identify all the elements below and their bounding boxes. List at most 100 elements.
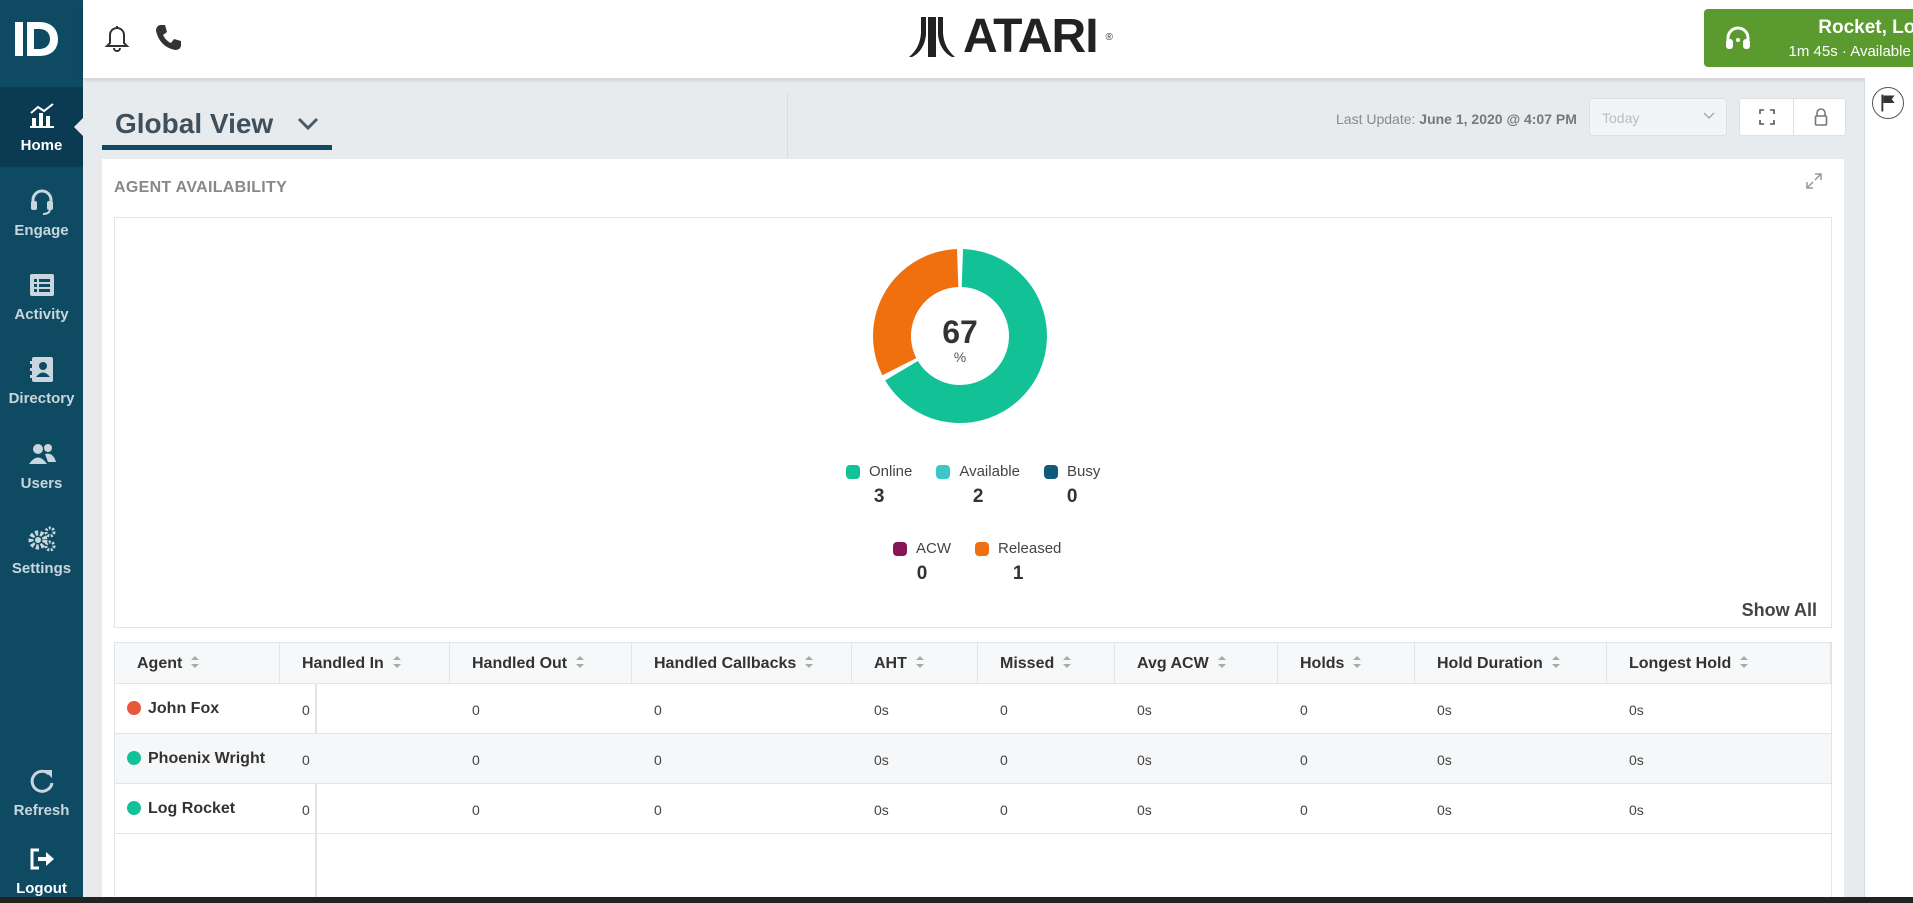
sort-icon	[392, 656, 401, 668]
sidebar-item-users[interactable]: Users	[0, 425, 83, 505]
column-header-label: Avg ACW	[1137, 655, 1209, 672]
users-icon	[28, 444, 56, 464]
table-cell: 0	[302, 702, 310, 718]
table-row[interactable]: Phoenix Wright 0 0 0 0s 0 0s 0 0s 0s	[115, 734, 1831, 784]
column-header[interactable]: Avg ACW	[1115, 643, 1278, 684]
expand-icon[interactable]	[1804, 171, 1824, 191]
last-update: Last Update: June 1, 2020 @ 4:07 PM	[1336, 111, 1577, 127]
legend-value: 0	[916, 563, 928, 584]
column-header[interactable]: Handled In	[280, 643, 450, 684]
panel-title: AGENT AVAILABILITY	[114, 179, 288, 196]
agent-name: Phoenix Wright	[148, 750, 266, 767]
agent-name: John Fox	[148, 700, 220, 717]
contact-card-icon	[29, 357, 53, 382]
column-header[interactable]: Longest Hold	[1607, 643, 1831, 684]
legend-label: Busy	[1066, 463, 1101, 480]
sidebar-item-activity[interactable]: Activity	[0, 256, 83, 336]
sidebar-item-label: Activity	[14, 306, 69, 323]
bell-icon[interactable]	[100, 20, 134, 54]
donut-slice-released	[872, 249, 1047, 424]
legend-item-released: Released 1	[975, 540, 1061, 585]
agent-stats-table: Agent Handled In Handled Out Handled Callba…	[114, 642, 1832, 903]
table-cell: 0	[1000, 802, 1008, 818]
column-header-label: Handled Out	[472, 655, 568, 672]
agent-name: Rocket, Log	[1818, 17, 1913, 38]
table-cell: 0s	[1437, 752, 1452, 768]
legend-row-1: Online 3 Available 2 Busy 0	[846, 463, 1124, 508]
availability-donut-chart: 67 %	[872, 249, 1047, 424]
legend-row-2: ACW 0 Released 1	[893, 540, 1085, 585]
sidebar-item-logout[interactable]: Logout	[0, 830, 83, 903]
sidebar-item-label: Refresh	[13, 802, 70, 819]
table-row[interactable]: John Fox 0 0 0 0s 0 0s 0 0s 0s	[115, 684, 1831, 734]
page-title: Global View	[115, 108, 274, 139]
column-header[interactable]: AHT	[852, 643, 978, 684]
agent-status-text: 1m 45s · Available	[1788, 43, 1911, 60]
table-cell: 0	[472, 752, 480, 768]
sidebar-item-label: Logout	[16, 880, 67, 897]
column-header[interactable]: Handled Out	[450, 643, 632, 684]
column-header[interactable]: Holds	[1278, 643, 1415, 684]
period-select[interactable]: Today	[1589, 98, 1727, 136]
fullscreen-button[interactable]	[1740, 99, 1793, 135]
chart-icon	[29, 103, 54, 128]
sort-icon	[1353, 656, 1362, 668]
legend-swatch	[1043, 464, 1058, 479]
refresh-icon	[30, 769, 53, 793]
agent-availability-panel: AGENT AVAILABILITY 67 % Online 3 Availab…	[102, 159, 1844, 903]
app-logo-icon[interactable]	[14, 18, 60, 60]
table-cell: 0s	[1437, 802, 1452, 818]
sort-icon	[191, 656, 200, 668]
legend-swatch	[936, 464, 951, 479]
agent-cell: Phoenix Wright	[115, 734, 280, 784]
sidebar-item-engage[interactable]: Engage	[0, 172, 83, 252]
sidebar-item-home[interactable]: Home	[0, 87, 84, 167]
sidebar-item-refresh[interactable]: Refresh	[0, 752, 83, 832]
column-header[interactable]: Missed	[978, 643, 1115, 684]
atari-logo-icon	[909, 17, 955, 57]
legend-swatch	[846, 464, 860, 479]
gears-icon	[28, 526, 55, 552]
column-header[interactable]: Agent	[115, 643, 280, 684]
list-icon	[29, 274, 54, 296]
legend-label: Released	[998, 540, 1062, 557]
sidebar-item-label: Users	[20, 475, 63, 492]
show-all-link[interactable]: Show All	[1741, 600, 1817, 620]
window-bottom-edge	[0, 897, 1913, 903]
agent-status-dot	[127, 701, 141, 715]
sort-icon	[805, 656, 814, 668]
agent-cell: Log Rocket	[115, 784, 280, 834]
agent-name: Log Rocket	[148, 800, 236, 817]
sidebar: Home Engage Activity Directory Users Set…	[0, 0, 84, 903]
column-header-label: AHT	[874, 655, 907, 672]
column-header-label: Handled In	[302, 655, 384, 672]
agent-status: 1m 45s · Available	[1789, 43, 1913, 60]
last-update-label: Last Update:	[1336, 111, 1416, 127]
table-cell: 0	[1300, 752, 1308, 768]
top-bar: ATARI ® Rocket, Log 1m 45s · Available LR	[83, 0, 1913, 78]
table-cell: 0s	[874, 752, 889, 768]
table-cell: 0s	[1137, 702, 1152, 718]
legend-value: 0	[1066, 486, 1078, 507]
table-row[interactable]: Log Rocket 0 0 0 0s 0 0s 0 0s 0s	[115, 784, 1831, 834]
legend-value: 3	[873, 486, 885, 507]
table-cell: 0s	[1629, 702, 1644, 718]
agent-status-dot	[127, 801, 141, 815]
fullscreen-icon	[1758, 109, 1775, 125]
column-header[interactable]: Handled Callbacks	[632, 643, 852, 684]
flag-icon[interactable]	[1872, 87, 1904, 119]
table-cell: 0s	[874, 802, 889, 818]
legend-label: Online	[869, 463, 913, 480]
agent-status-dot	[127, 751, 141, 765]
table-cell: 0	[302, 802, 310, 818]
phone-icon[interactable]	[151, 20, 185, 54]
sidebar-item-settings[interactable]: Settings	[0, 510, 83, 590]
registered-mark: ®	[1105, 31, 1113, 43]
brand-logo: ATARI ®	[909, 13, 1113, 61]
lock-button[interactable]	[1794, 99, 1847, 135]
column-header[interactable]: Hold Duration	[1415, 643, 1607, 684]
sort-icon	[1217, 656, 1226, 668]
column-header-label: Holds	[1300, 655, 1345, 672]
agent-status-button[interactable]: Rocket, Log 1m 45s · Available LR	[1704, 9, 1913, 67]
sidebar-item-directory[interactable]: Directory	[0, 340, 83, 420]
